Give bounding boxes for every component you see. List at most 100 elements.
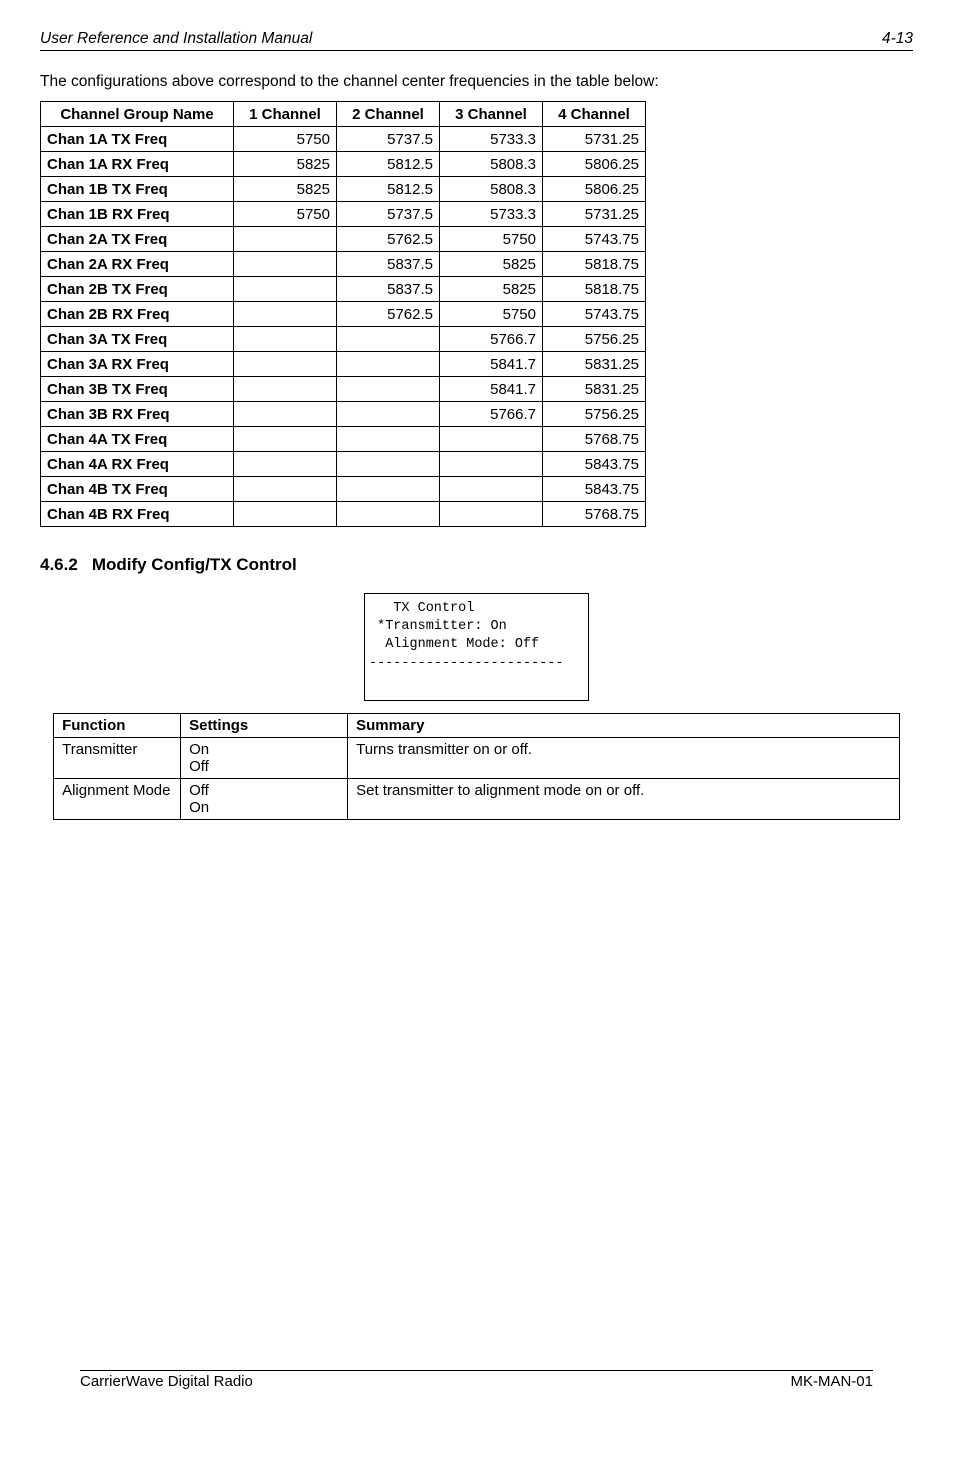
table-row: Chan 2B RX Freq 5762.557505743.75: [41, 302, 646, 327]
value-cell: [337, 477, 440, 502]
value-cell: 5818.75: [543, 277, 646, 302]
value-cell: [234, 227, 337, 252]
value-cell: 5768.75: [543, 502, 646, 527]
table-row: Chan 2A TX Freq 5762.557505743.75: [41, 227, 646, 252]
value-cell: 5808.3: [440, 152, 543, 177]
row-name-cell: Chan 1A TX Freq: [41, 127, 234, 152]
value-cell: 5812.5: [337, 152, 440, 177]
settings-cell: OffOn: [181, 779, 348, 820]
row-name-cell: Chan 1B RX Freq: [41, 202, 234, 227]
value-cell: [440, 477, 543, 502]
col-header: Settings: [181, 714, 348, 738]
value-cell: 5841.7: [440, 377, 543, 402]
header-rule: [40, 50, 913, 51]
value-cell: 5762.5: [337, 227, 440, 252]
col-header: 1 Channel: [234, 102, 337, 127]
value-cell: [440, 427, 543, 452]
table-row: Chan 1B RX Freq57505737.55733.35731.25: [41, 202, 646, 227]
value-cell: 5843.75: [543, 477, 646, 502]
value-cell: 5768.75: [543, 427, 646, 452]
lcd-display: TX Control *Transmitter: On Alignment Mo…: [364, 593, 589, 701]
page-header: User Reference and Installation Manual 4…: [40, 30, 913, 48]
table-row: Chan 4A RX Freq5843.75: [41, 452, 646, 477]
row-name-cell: Chan 3B TX Freq: [41, 377, 234, 402]
row-name-cell: Chan 1A RX Freq: [41, 152, 234, 177]
value-cell: 5825: [440, 252, 543, 277]
value-cell: 5743.75: [543, 302, 646, 327]
intro-text: The configurations above correspond to t…: [40, 73, 913, 91]
col-header: Summary: [348, 714, 900, 738]
row-name-cell: Chan 2B RX Freq: [41, 302, 234, 327]
lcd-line: TX Control: [369, 601, 474, 616]
value-cell: 5750: [234, 202, 337, 227]
col-header: 2 Channel: [337, 102, 440, 127]
row-name-cell: Chan 3A TX Freq: [41, 327, 234, 352]
value-cell: 5825: [234, 152, 337, 177]
value-cell: 5737.5: [337, 202, 440, 227]
table-row: Chan 3B TX Freq 5841.75831.25: [41, 377, 646, 402]
table-row: Chan 1A RX Freq58255812.55808.35806.25: [41, 152, 646, 177]
value-cell: 5750: [234, 127, 337, 152]
value-cell: 5812.5: [337, 177, 440, 202]
row-name-cell: Chan 1B TX Freq: [41, 177, 234, 202]
value-cell: [234, 502, 337, 527]
table-row: Chan 3A RX Freq5841.75831.25: [41, 352, 646, 377]
value-cell: 5756.25: [543, 402, 646, 427]
table-header-row: Function Settings Summary: [54, 714, 900, 738]
footer-rule: [80, 1370, 873, 1371]
value-cell: [440, 452, 543, 477]
value-cell: [234, 252, 337, 277]
row-name-cell: Chan 4B RX Freq: [41, 502, 234, 527]
value-cell: 5750: [440, 302, 543, 327]
table-row: Chan 4B TX Freq 5843.75: [41, 477, 646, 502]
table-row: Chan 3A TX Freq5766.75756.25: [41, 327, 646, 352]
row-name-cell: Chan 3B RX Freq: [41, 402, 234, 427]
value-cell: 5841.7: [440, 352, 543, 377]
value-cell: 5750: [440, 227, 543, 252]
section-number: 4.6.2: [40, 555, 78, 574]
summary-cell: Set transmitter to alignment mode on or …: [348, 779, 900, 820]
table-row: Chan 3B RX Freq5766.75756.25: [41, 402, 646, 427]
col-header: Channel Group Name: [41, 102, 234, 127]
value-cell: [234, 477, 337, 502]
lcd-line: *Transmitter: On: [369, 619, 507, 634]
footer-left: CarrierWave Digital Radio: [80, 1373, 253, 1390]
value-cell: 5837.5: [337, 277, 440, 302]
table-row: Chan 2B TX Freq 5837.558255818.75: [41, 277, 646, 302]
page: User Reference and Installation Manual 4…: [40, 30, 913, 1410]
value-cell: [337, 327, 440, 352]
value-cell: [234, 327, 337, 352]
value-cell: [234, 377, 337, 402]
row-name-cell: Chan 2B TX Freq: [41, 277, 234, 302]
value-cell: [337, 377, 440, 402]
function-table: Function Settings Summary TransmitterOnO…: [53, 713, 900, 820]
value-cell: 5837.5: [337, 252, 440, 277]
col-header: 3 Channel: [440, 102, 543, 127]
value-cell: 5808.3: [440, 177, 543, 202]
row-name-cell: Chan 3A RX Freq: [41, 352, 234, 377]
table-row: Chan 2A RX Freq5837.558255818.75: [41, 252, 646, 277]
value-cell: 5762.5: [337, 302, 440, 327]
lcd-line: Alignment Mode: Off: [369, 637, 539, 652]
value-cell: [337, 502, 440, 527]
row-name-cell: Chan 2A TX Freq: [41, 227, 234, 252]
function-cell: Alignment Mode: [54, 779, 181, 820]
value-cell: [234, 427, 337, 452]
value-cell: 5831.25: [543, 377, 646, 402]
value-cell: [337, 352, 440, 377]
value-cell: 5806.25: [543, 152, 646, 177]
value-cell: 5743.75: [543, 227, 646, 252]
row-name-cell: Chan 4B TX Freq: [41, 477, 234, 502]
value-cell: 5825: [440, 277, 543, 302]
value-cell: [337, 452, 440, 477]
value-cell: [234, 402, 337, 427]
col-header: 4 Channel: [543, 102, 646, 127]
page-footer: CarrierWave Digital Radio MK-MAN-01: [80, 1370, 873, 1390]
value-cell: 5766.7: [440, 327, 543, 352]
footer-right: MK-MAN-01: [790, 1373, 873, 1390]
value-cell: 5733.3: [440, 127, 543, 152]
table-row: Chan 1B TX Freq58255812.55808.35806.25: [41, 177, 646, 202]
value-cell: 5818.75: [543, 252, 646, 277]
value-cell: 5806.25: [543, 177, 646, 202]
value-cell: [234, 277, 337, 302]
